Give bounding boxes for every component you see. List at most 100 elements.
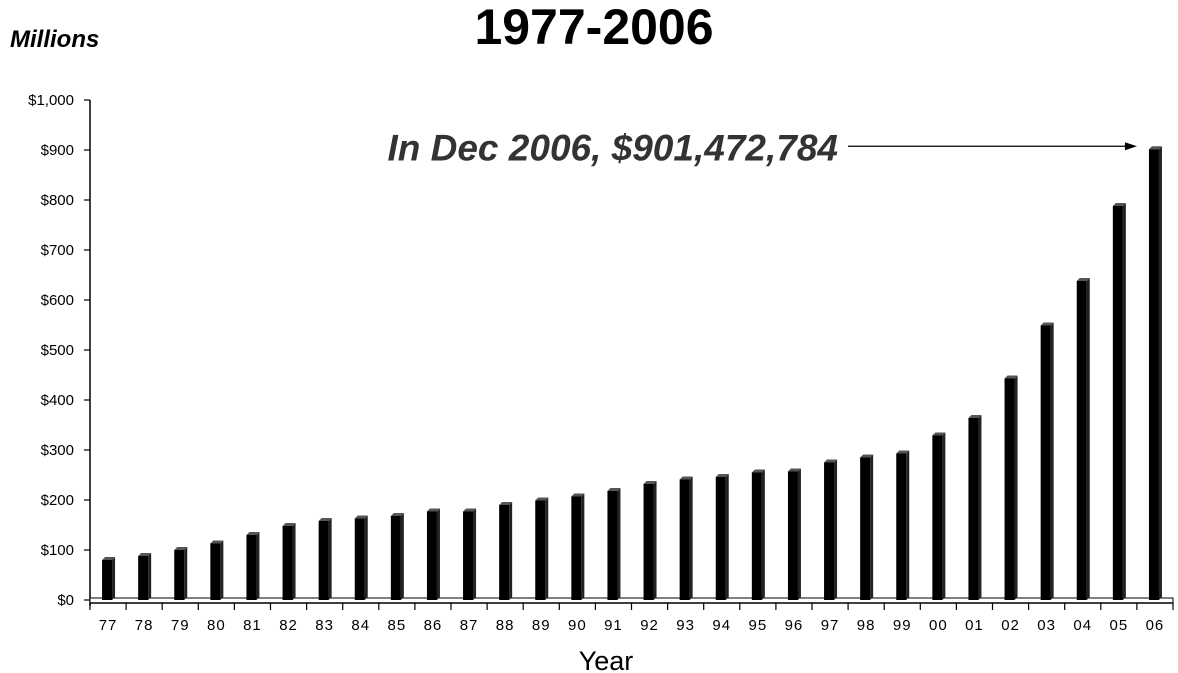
bar-top <box>1112 203 1126 206</box>
bar <box>174 550 185 600</box>
bar-top <box>679 476 693 480</box>
x-tick-label: 79 <box>171 617 190 634</box>
y-tick-label: $100 <box>41 542 74 559</box>
bar <box>715 477 726 600</box>
bar <box>643 484 654 600</box>
bar-side <box>870 454 874 600</box>
y-tick-label: $700 <box>41 242 74 259</box>
x-axis-label: Year <box>579 646 634 673</box>
bar-top <box>138 553 152 556</box>
bar <box>1112 206 1123 600</box>
x-tick-label: 99 <box>893 617 912 634</box>
bar <box>1004 378 1015 600</box>
bar <box>1076 281 1087 600</box>
x-tick-label: 01 <box>965 617 984 634</box>
x-tick-label: 04 <box>1073 617 1092 634</box>
bar-top <box>1004 375 1018 379</box>
y-tick-label: $200 <box>41 492 74 509</box>
bar <box>463 511 474 600</box>
x-tick-label: 95 <box>749 617 768 634</box>
bar-side <box>400 513 404 600</box>
bar <box>1040 325 1051 600</box>
bar-side <box>509 502 513 600</box>
bar <box>968 418 979 600</box>
bar <box>535 500 546 600</box>
x-tick-label: 87 <box>460 617 479 634</box>
bar-top <box>499 502 513 505</box>
annotation-arrowhead <box>1124 142 1137 151</box>
bar-side <box>581 493 585 600</box>
y-axis: $0 $100 $200 $300 $400 $500 $600 $700 $800 $900 $1… <box>28 92 90 609</box>
bar-side <box>328 518 332 600</box>
bar <box>751 472 762 600</box>
bar-side <box>1014 375 1018 600</box>
unit-label: Millions <box>10 26 99 53</box>
bar-side <box>256 532 260 600</box>
bar <box>860 457 871 600</box>
bar <box>210 543 221 600</box>
y-tick-label: $900 <box>41 142 74 159</box>
bar-top <box>246 532 260 535</box>
bar-top <box>751 469 765 473</box>
bar-side <box>1158 146 1162 600</box>
bar <box>102 560 113 600</box>
bar-top <box>607 488 621 491</box>
bar-side <box>978 415 982 600</box>
y-tick-label: $600 <box>41 292 74 309</box>
y-tick-label: $400 <box>41 392 74 409</box>
bar-top <box>426 508 440 512</box>
x-tick-label: 82 <box>279 617 298 634</box>
bar-top <box>102 557 116 560</box>
bar-top <box>896 450 910 454</box>
bar <box>426 511 437 600</box>
bar-top <box>1076 278 1090 281</box>
bar-top <box>643 481 657 484</box>
bar-side <box>761 469 765 600</box>
bar-side <box>906 450 910 600</box>
y-tick-label: $1,000 <box>28 92 74 109</box>
x-tick-label: 89 <box>532 617 551 634</box>
bar <box>138 556 149 600</box>
bar-side <box>292 523 296 600</box>
bar <box>824 462 835 600</box>
x-tick-label: 05 <box>1110 617 1129 634</box>
bar-side <box>473 508 477 600</box>
bar-top <box>1040 322 1054 326</box>
bar-series <box>102 146 1162 600</box>
bar-side <box>725 474 729 600</box>
x-tick-label: 00 <box>929 617 948 634</box>
x-tick-label: 78 <box>135 617 154 634</box>
bar-side <box>617 488 621 600</box>
bar <box>896 453 907 600</box>
bar-top <box>571 493 585 497</box>
x-tick-label: 03 <box>1037 617 1056 634</box>
bar-top <box>210 540 224 544</box>
bar <box>318 521 329 600</box>
bar-side <box>148 553 152 600</box>
bar <box>282 526 293 600</box>
x-tick-label: 98 <box>857 617 876 634</box>
x-tick-label: 92 <box>640 617 659 634</box>
bar-side <box>545 497 549 600</box>
bar-top <box>787 468 801 472</box>
y-tick-label: $300 <box>41 442 74 459</box>
x-tick-label: 84 <box>351 617 370 634</box>
bar <box>679 479 690 600</box>
bar <box>499 505 510 600</box>
bar-top <box>282 523 296 526</box>
bar-side <box>797 468 801 600</box>
bar-top <box>715 474 729 477</box>
x-tick-label: 02 <box>1001 617 1020 634</box>
bar-side <box>436 508 440 600</box>
x-tick-label: 94 <box>712 617 731 634</box>
x-tick-label: 90 <box>568 617 587 634</box>
bar <box>571 496 582 600</box>
bar <box>787 471 798 600</box>
bar <box>390 516 401 600</box>
bar-top <box>390 513 404 516</box>
bar <box>354 518 365 600</box>
x-tick-label: 96 <box>785 617 804 634</box>
bar <box>932 435 943 600</box>
bar-top <box>463 508 477 512</box>
